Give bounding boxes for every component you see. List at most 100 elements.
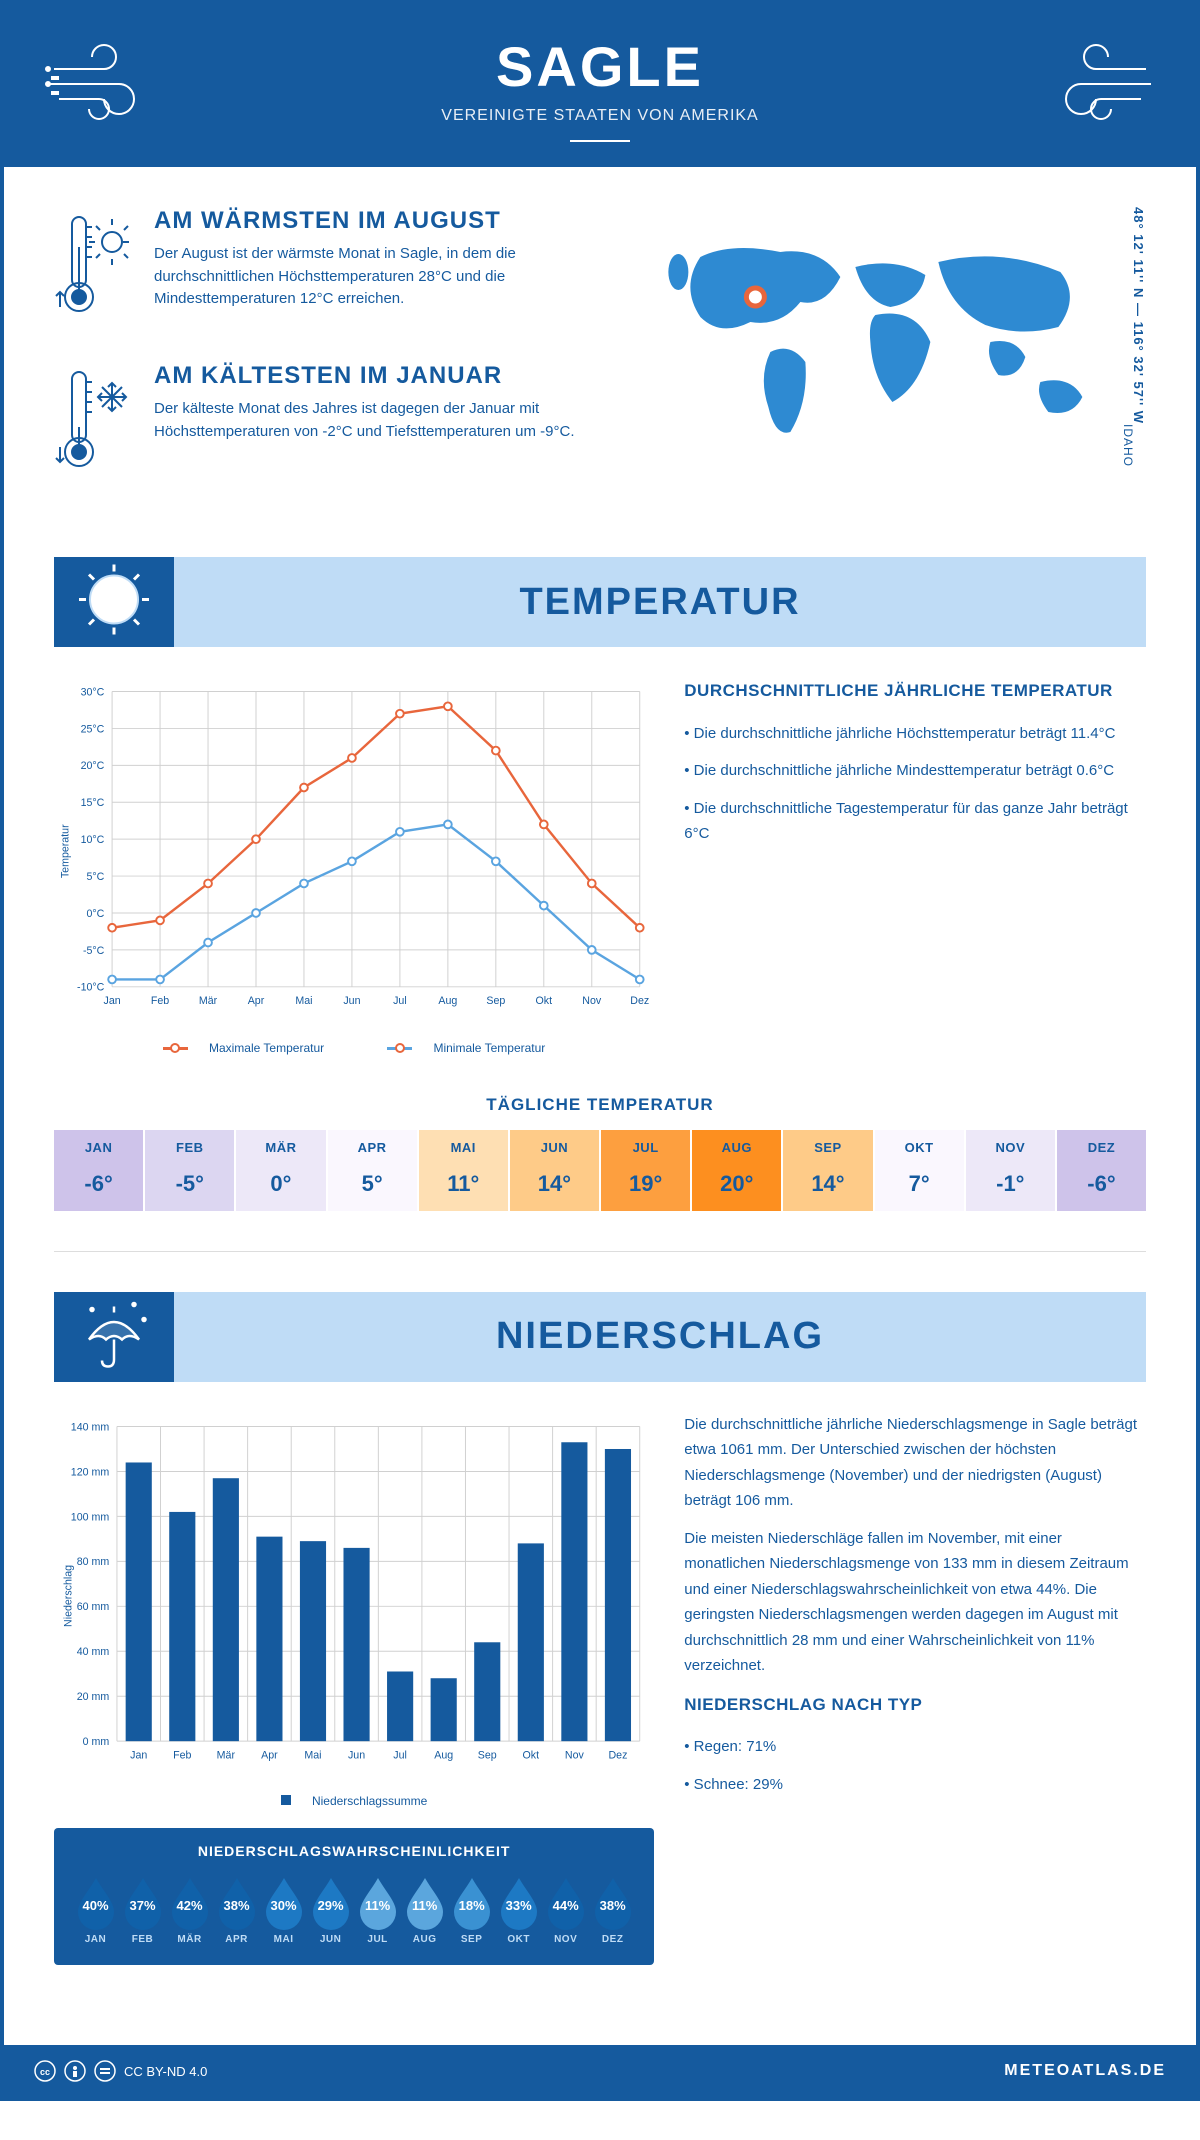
- temp-table-cell: APR5°: [328, 1130, 419, 1211]
- precip-drop: 29% JUN: [309, 1874, 352, 1945]
- temp-chart-legend: .swatch:nth-of-type(1)::after{border-col…: [54, 1041, 654, 1055]
- svg-text:Mär: Mär: [217, 1749, 236, 1761]
- temp-table-cell: JUL19°: [601, 1130, 692, 1211]
- precipitation-probability-panel: NIEDERSCHLAGSWAHRSCHEINLICHKEIT 40% JAN …: [54, 1828, 654, 1965]
- coordinates: 48° 12' 11'' N — 116° 32' 57'' W: [1121, 207, 1146, 424]
- svg-text:Sep: Sep: [486, 995, 505, 1007]
- svg-text:-10°C: -10°C: [77, 982, 105, 994]
- svg-text:15°C: 15°C: [81, 797, 105, 809]
- temp-table-cell: SEP14°: [783, 1130, 874, 1211]
- license-text: CC BY-ND 4.0: [124, 2064, 207, 2079]
- precipitation-summary: Die durchschnittliche jährliche Niedersc…: [684, 1412, 1146, 1966]
- svg-text:80 mm: 80 mm: [77, 1556, 110, 1568]
- svg-text:Apr: Apr: [248, 995, 265, 1007]
- coldest-body: Der kälteste Monat des Jahres ist dagege…: [154, 398, 610, 443]
- svg-text:20°C: 20°C: [81, 760, 105, 772]
- svg-text:Nov: Nov: [565, 1749, 585, 1761]
- summary-title: DURCHSCHNITTLICHE JÄHRLICHE TEMPERATUR: [684, 677, 1146, 706]
- svg-text:Nov: Nov: [582, 995, 602, 1007]
- temp-table-cell: DEZ-6°: [1057, 1130, 1146, 1211]
- svg-text:25°C: 25°C: [81, 723, 105, 735]
- svg-text:Dez: Dez: [630, 995, 649, 1007]
- svg-text:Aug: Aug: [438, 995, 457, 1007]
- warmest-title: AM WÄRMSTEN IM AUGUST: [154, 207, 610, 235]
- precip-drop: 30% MAI: [262, 1874, 305, 1945]
- svg-text:5°C: 5°C: [87, 871, 105, 883]
- svg-text:20 mm: 20 mm: [77, 1691, 110, 1703]
- svg-text:60 mm: 60 mm: [77, 1601, 110, 1613]
- precip-drop: 33% OKT: [497, 1874, 540, 1945]
- precip-drop: 38% DEZ: [591, 1874, 634, 1945]
- temp-table-cell: OKT7°: [875, 1130, 966, 1211]
- svg-text:Jun: Jun: [348, 1749, 365, 1761]
- temp-table-cell: AUG20°: [692, 1130, 783, 1211]
- page-header: SAGLE VEREINIGTE STAATEN VON AMERIKA: [4, 4, 1196, 167]
- svg-text:Aug: Aug: [434, 1749, 453, 1761]
- coldest-title: AM KÄLTESTEN IM JANUAR: [154, 362, 610, 390]
- svg-text:Jul: Jul: [393, 1749, 407, 1761]
- svg-text:Dez: Dez: [608, 1749, 627, 1761]
- temperature-facts: AM WÄRMSTEN IM AUGUST Der August ist der…: [54, 207, 610, 517]
- temp-table-cell: NOV-1°: [966, 1130, 1057, 1211]
- by-icon: [64, 2060, 86, 2082]
- precip-drop: 40% JAN: [74, 1874, 117, 1945]
- title-divider: [570, 140, 630, 142]
- daily-temp-title: TÄGLICHE TEMPERATUR: [54, 1095, 1146, 1115]
- precip-drop: 42% MÄR: [168, 1874, 211, 1945]
- precip-drop: 11% AUG: [403, 1874, 446, 1945]
- precip-drop: 37% FEB: [121, 1874, 164, 1945]
- precip-drop: 44% NOV: [544, 1874, 587, 1945]
- brand-name: METEOATLAS.DE: [1004, 2062, 1166, 2080]
- svg-text:Apr: Apr: [261, 1749, 278, 1761]
- svg-text:Jul: Jul: [393, 995, 407, 1007]
- svg-text:120 mm: 120 mm: [71, 1466, 110, 1478]
- precip-chart-legend: Niederschlagssumme: [54, 1794, 654, 1808]
- svg-text:Sep: Sep: [478, 1749, 497, 1761]
- svg-text:40 mm: 40 mm: [77, 1646, 110, 1658]
- svg-text:Jan: Jan: [130, 1749, 147, 1761]
- svg-text:Okt: Okt: [536, 995, 553, 1007]
- cc-icon: cc: [34, 2060, 56, 2082]
- precip-drop: 18% SEP: [450, 1874, 493, 1945]
- svg-text:0 mm: 0 mm: [83, 1736, 110, 1748]
- section-title: TEMPERATUR: [519, 581, 800, 624]
- svg-text:30°C: 30°C: [81, 686, 105, 698]
- page-footer: cc CC BY-ND 4.0 METEOATLAS.DE: [4, 2045, 1196, 2097]
- thermometer-hot-icon: [54, 207, 134, 327]
- warmest-body: Der August ist der wärmste Monat in Sagl…: [154, 243, 610, 311]
- svg-text:cc: cc: [40, 2067, 50, 2077]
- thermometer-cold-icon: [54, 362, 134, 482]
- svg-text:Mai: Mai: [304, 1749, 321, 1761]
- svg-text:Feb: Feb: [173, 1749, 191, 1761]
- temp-table-cell: JUN14°: [510, 1130, 601, 1211]
- nd-icon: [94, 2060, 116, 2082]
- temperature-line-chart: -10°C-5°C0°C5°C10°C15°C20°C25°C30°CJanFe…: [54, 677, 654, 1055]
- precip-type-title: NIEDERSCHLAG NACH TYP: [684, 1691, 1146, 1720]
- svg-text:10°C: 10°C: [81, 834, 105, 846]
- precip-drop: 38% APR: [215, 1874, 258, 1945]
- precip-drop: 11% JUL: [356, 1874, 399, 1945]
- sun-icon: [74, 560, 154, 640]
- page-subtitle: VEREINIGTE STAATEN VON AMERIKA: [24, 107, 1176, 125]
- section-title: NIEDERSCHLAG: [496, 1315, 824, 1358]
- svg-text:100 mm: 100 mm: [71, 1511, 110, 1523]
- svg-text:140 mm: 140 mm: [71, 1421, 110, 1433]
- svg-text:Niederschlag: Niederschlag: [62, 1564, 74, 1626]
- page-title: SAGLE: [24, 34, 1176, 99]
- location-marker: [747, 288, 765, 306]
- svg-text:Okt: Okt: [523, 1749, 540, 1761]
- precipitation-bar-chart: 0 mm 20 mm 40 mm 60 mm 80 mm 100 mm 120 mm 140 …: [54, 1412, 654, 1780]
- precip-prob-title: NIEDERSCHLAGSWAHRSCHEINLICHKEIT: [74, 1843, 634, 1859]
- svg-text:Mär: Mär: [199, 995, 218, 1007]
- section-divider: [54, 1251, 1146, 1252]
- svg-text:Temperatur: Temperatur: [60, 824, 72, 878]
- svg-text:0°C: 0°C: [87, 908, 105, 920]
- temp-table-cell: MAI11°: [419, 1130, 510, 1211]
- temp-table-cell: JAN-6°: [54, 1130, 145, 1211]
- temperature-summary: DURCHSCHNITTLICHE JÄHRLICHE TEMPERATUR •…: [684, 677, 1146, 1055]
- temp-table-cell: MÄR0°: [236, 1130, 327, 1211]
- section-header-temperature: TEMPERATUR: [54, 557, 1146, 647]
- svg-text:Mai: Mai: [295, 995, 312, 1007]
- svg-text:Feb: Feb: [151, 995, 169, 1007]
- section-header-precipitation: NIEDERSCHLAG: [54, 1292, 1146, 1382]
